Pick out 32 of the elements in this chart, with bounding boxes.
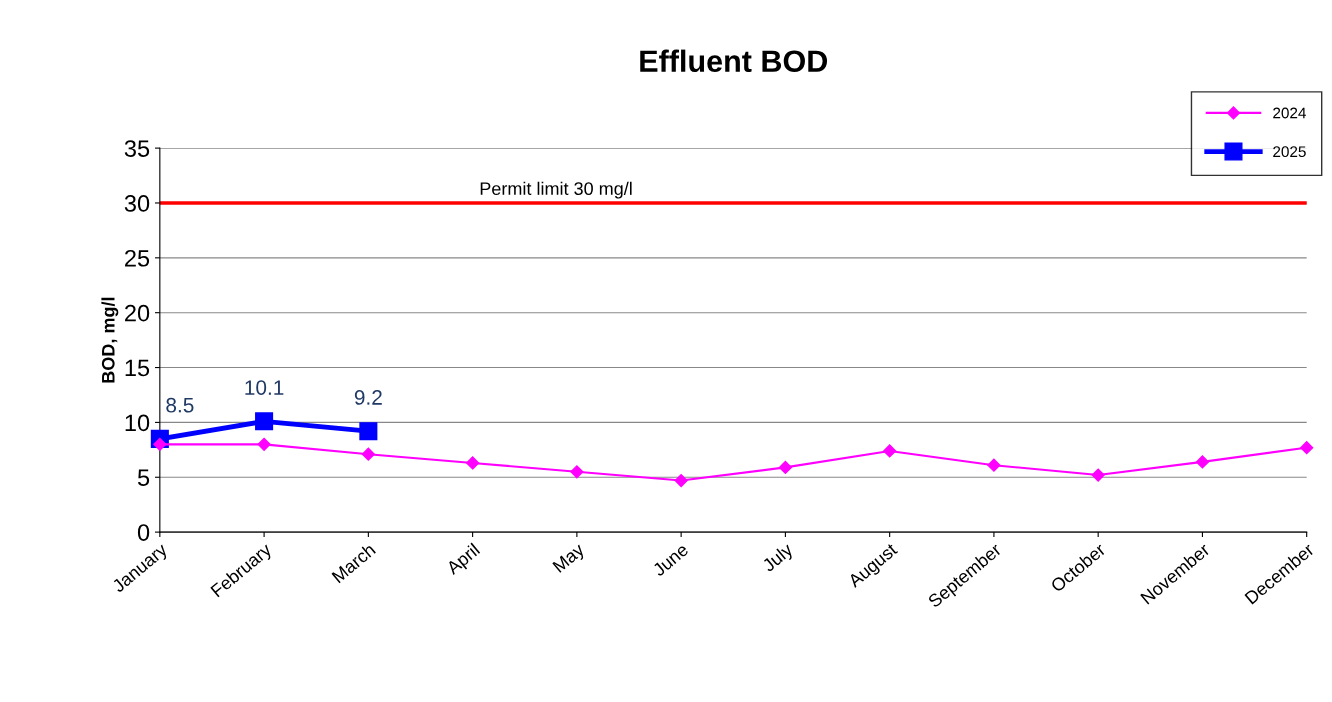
legend-label: 2025 xyxy=(1273,146,1306,158)
point xyxy=(778,460,792,474)
point xyxy=(1300,441,1314,455)
point xyxy=(987,458,1001,472)
y-tick-label: 0 xyxy=(137,524,150,541)
y-tick-label: 10 xyxy=(125,414,150,432)
y-tick-label: 25 xyxy=(125,249,150,267)
data-label: 10.1 xyxy=(245,380,284,395)
x-tick-label: June xyxy=(651,542,690,577)
point xyxy=(255,412,274,431)
point xyxy=(361,447,375,461)
x-tick-label: July xyxy=(761,541,797,576)
point xyxy=(1195,455,1210,469)
chart-title: Effluent BOD xyxy=(640,49,828,73)
legend-label: 2024 xyxy=(1273,107,1306,119)
y-tick-label: 15 xyxy=(125,359,150,377)
point xyxy=(674,473,688,488)
point xyxy=(257,437,271,451)
x-tick-label: May xyxy=(552,542,588,576)
point xyxy=(466,456,480,470)
point xyxy=(570,465,584,479)
data-label: 8.5 xyxy=(166,397,194,413)
y-axis-title: BOD, mg/l xyxy=(101,297,119,383)
point xyxy=(1091,468,1105,482)
point xyxy=(883,444,897,458)
y-tick-label: 20 xyxy=(125,304,150,322)
y-tick-label: 30 xyxy=(124,195,150,212)
y-tick-label: 35 xyxy=(124,140,150,157)
y-tick-label: 5 xyxy=(137,469,150,487)
data-label: 9.2 xyxy=(354,390,382,405)
ref-line-label: Permit limit 30 mg/l xyxy=(480,181,632,199)
point xyxy=(359,422,378,441)
